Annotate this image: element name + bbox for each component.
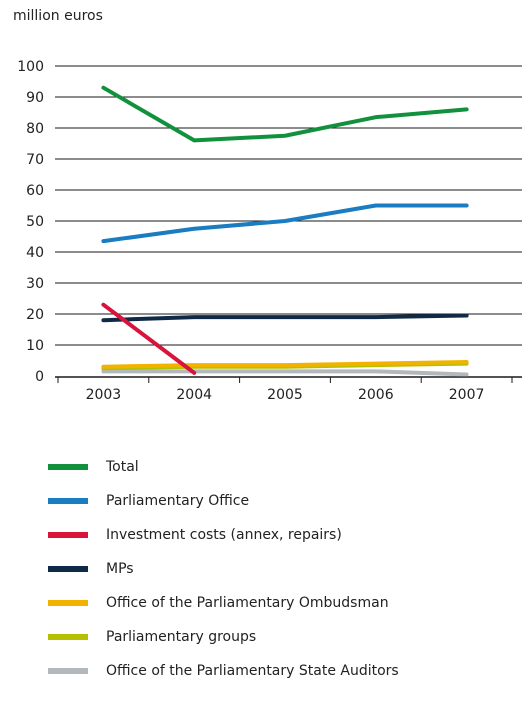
legend-swatch (48, 634, 88, 640)
legend-item: Parliamentary groups (48, 620, 399, 654)
series-line (101, 360, 469, 369)
legend-item: Parliamentary Office (48, 484, 399, 518)
legend-swatch (48, 498, 88, 504)
y-tick-label: 30 (26, 276, 44, 292)
y-tick-label: 90 (26, 90, 44, 106)
y-tick-label: 20 (26, 307, 44, 323)
legend-item: Total (48, 450, 399, 484)
legend-label: Investment costs (annex, repairs) (106, 527, 342, 543)
y-tick-label: 50 (26, 214, 44, 230)
legend-item: MPs (48, 552, 399, 586)
legend-label: Office of the Parliamentary Ombudsman (106, 595, 389, 611)
y-tick-label: 0 (35, 369, 44, 385)
y-unit-label: million euros (13, 8, 103, 24)
series-line (101, 85, 469, 143)
legend-label: Total (106, 459, 139, 475)
legend-swatch (48, 600, 88, 606)
legend-swatch (48, 464, 88, 470)
legend-item: Office of the Parliamentary Ombudsman (48, 586, 399, 620)
y-tick-label: 80 (26, 121, 44, 137)
series-line (101, 313, 469, 323)
series-line (101, 203, 469, 244)
legend-label: MPs (106, 561, 134, 577)
y-tick-label: 70 (26, 152, 44, 168)
y-tick-label: 100 (17, 59, 44, 75)
legend-item: Investment costs (annex, repairs) (48, 518, 399, 552)
x-tick-label: 2007 (449, 387, 485, 403)
legend-label: Office of the Parliamentary State Audito… (106, 663, 399, 679)
legend-swatch (48, 532, 88, 538)
x-tick-label: 2004 (176, 387, 212, 403)
y-axis-ticks: 0 10 20 30 40 50 60 70 80 90 100 (17, 59, 44, 385)
series-line (101, 369, 469, 377)
y-tick-label: 10 (26, 338, 44, 354)
x-axis: 2003 2004 2005 2006 2007 (55, 376, 522, 403)
y-tick-label: 40 (26, 245, 44, 261)
series-lines (101, 85, 469, 377)
series-line (101, 302, 197, 375)
legend-item: Office of the Parliamentary State Audito… (48, 654, 399, 688)
legend-swatch (48, 668, 88, 674)
y-tick-label: 60 (26, 183, 44, 199)
x-tick-label: 2003 (86, 387, 122, 403)
legend-label: Parliamentary Office (106, 493, 250, 509)
legend-swatch (48, 566, 88, 572)
legend-label: Parliamentary groups (106, 629, 257, 645)
x-tick-label: 2006 (358, 387, 394, 403)
legend: Total Parliamentary Office Investment cost… (48, 450, 399, 688)
x-tick-label: 2005 (267, 387, 303, 403)
